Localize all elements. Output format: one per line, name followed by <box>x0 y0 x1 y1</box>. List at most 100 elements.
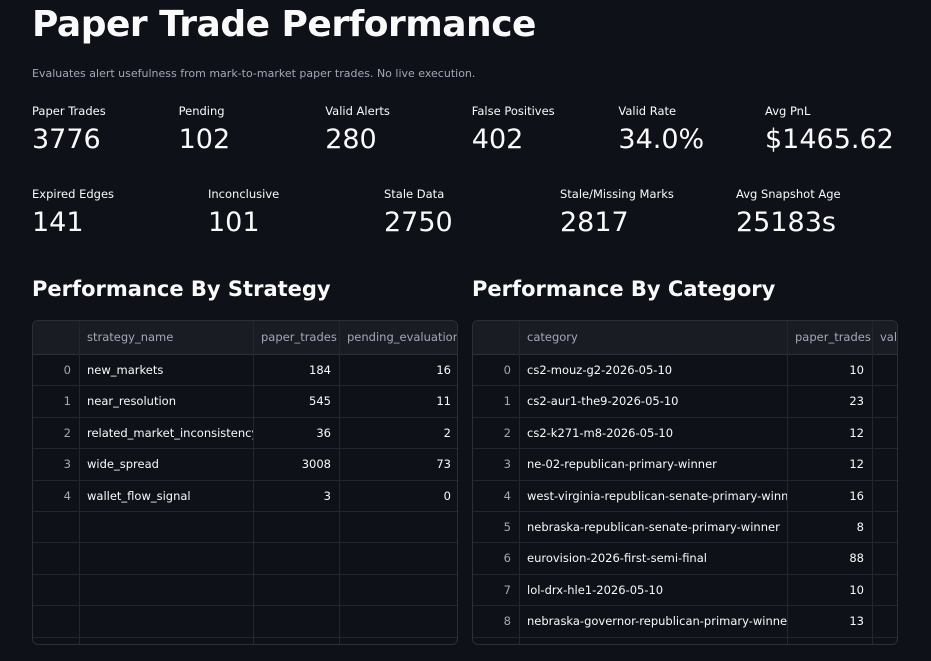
row-divider <box>473 448 897 450</box>
table-cell: 545 <box>309 394 331 409</box>
table-header <box>33 321 457 355</box>
column-header: pending_evaluations <box>347 330 458 344</box>
table-header <box>473 321 897 355</box>
table-cell: ne-02-republican-primary-winner <box>527 457 717 472</box>
row-divider <box>33 511 457 512</box>
table-cell: 184 <box>309 363 331 377</box>
data-table: strategy_name paper_trades pending_evaluat… <box>32 320 458 645</box>
row-index: 3 <box>503 457 511 472</box>
table-cell: 12 <box>849 425 864 440</box>
row-index: 0 <box>63 363 71 377</box>
metric-label: Stale Data <box>384 187 445 201</box>
column-header: strategy_name <box>87 330 174 344</box>
metric-value: 2817 <box>560 207 629 238</box>
metric-value: 25183s <box>736 207 836 238</box>
metric-value: 280 <box>325 124 377 155</box>
table-cell: 16 <box>436 363 451 377</box>
table-cell: 11 <box>436 394 451 409</box>
row-index: 7 <box>503 582 511 597</box>
metric-value: 101 <box>208 207 260 238</box>
row-divider <box>473 479 897 481</box>
row-divider <box>33 448 457 450</box>
column-header: category <box>527 330 578 344</box>
row-index: 1 <box>503 394 511 409</box>
table-cell: lol-drx-hle1-2026-05-10 <box>527 582 664 597</box>
column-header: paper_trades <box>795 330 871 344</box>
table-cell: west-virginia-republican-senate-primary-… <box>527 488 787 503</box>
column-divider <box>79 321 80 644</box>
page-subtitle: Evaluates alert usefulness from mark-to-… <box>32 67 476 80</box>
table-cell: nebraska-republican-senate-primary-winne… <box>527 520 780 534</box>
column-header: vali <box>880 330 898 344</box>
row-index: 2 <box>63 425 71 440</box>
row-index: 5 <box>503 520 511 534</box>
table-cell: 13 <box>849 614 864 629</box>
table-cell: 23 <box>849 394 864 409</box>
metric-label: Valid Rate <box>618 104 677 118</box>
row-divider <box>33 605 457 607</box>
metric-value: 141 <box>32 207 84 238</box>
metric-label: Inconclusive <box>208 187 280 201</box>
row-divider <box>473 573 897 575</box>
metric-value: 34.0% <box>618 124 705 155</box>
row-divider <box>33 636 457 638</box>
table-cell: 8 <box>856 520 864 534</box>
column-divider <box>519 321 520 644</box>
metric-label: Avg Snapshot Age <box>736 187 841 201</box>
metric-value: 402 <box>471 124 524 155</box>
row-index: 8 <box>503 614 511 629</box>
row-divider <box>473 511 897 512</box>
row-divider <box>473 385 897 387</box>
row-divider <box>33 573 457 575</box>
metric-label: Valid Alerts <box>325 104 390 118</box>
metric-label: Avg PnL <box>765 104 811 118</box>
table-cell: 10 <box>849 582 864 597</box>
metric-label: Stale/Missing Marks <box>560 187 674 201</box>
table-cell: nebraska-governor-republican-primary-win… <box>527 614 787 629</box>
table-cell: eurovision-2026-first-semi-final <box>527 551 707 566</box>
table-cell: 3 <box>323 488 331 503</box>
row-divider <box>473 636 897 638</box>
table-cell: new_markets <box>87 363 164 377</box>
table-cell: cs2-mouz-g2-2026-05-10 <box>527 363 673 377</box>
row-index: 1 <box>63 394 71 409</box>
row-divider <box>473 605 897 607</box>
metric-value: 102 <box>178 124 231 155</box>
column-divider <box>253 321 254 644</box>
metric-label: Paper Trades <box>32 104 106 118</box>
row-index: 4 <box>63 488 71 503</box>
row-index: 3 <box>63 457 71 472</box>
page-title: Paper Trade Performance <box>32 4 536 45</box>
row-divider <box>33 542 457 544</box>
row-index: 4 <box>503 488 511 503</box>
row-index: 0 <box>503 363 511 377</box>
column-divider <box>872 321 873 644</box>
section-title: Performance By Strategy <box>32 277 331 301</box>
table-cell: cs2-aur1-the9-2026-05-10 <box>527 394 679 409</box>
row-divider <box>33 385 457 387</box>
table-cell: wide_spread <box>87 457 159 472</box>
row-divider <box>473 416 897 418</box>
metric-value: 3776 <box>32 124 101 155</box>
row-divider <box>33 416 457 418</box>
data-table: category paper_trades vali 0 cs2-mouz-g2-202… <box>472 320 898 645</box>
table-cell: 3008 <box>301 457 331 472</box>
column-divider <box>787 321 788 644</box>
metric-label: Pending <box>178 104 225 118</box>
table-cell: 10 <box>849 363 864 377</box>
section-title: Performance By Category <box>472 277 776 301</box>
table-cell: 2 <box>443 425 451 440</box>
column-header: paper_trades <box>261 330 337 344</box>
table-cell: related_market_inconsistency <box>87 425 253 440</box>
table-cell: near_resolution <box>87 394 176 409</box>
table-cell: 36 <box>316 425 331 440</box>
table-cell: wallet_flow_signal <box>87 488 191 503</box>
table-cell: 16 <box>849 488 864 503</box>
table-cell: 88 <box>849 551 864 566</box>
metric-label: Expired Edges <box>32 187 115 201</box>
metric-value: $1465.62 <box>765 124 894 155</box>
table-cell: cs2-k271-m8-2026-05-10 <box>527 425 674 440</box>
metric-value: 2750 <box>384 207 453 238</box>
metric-label: False Positives <box>471 104 555 118</box>
